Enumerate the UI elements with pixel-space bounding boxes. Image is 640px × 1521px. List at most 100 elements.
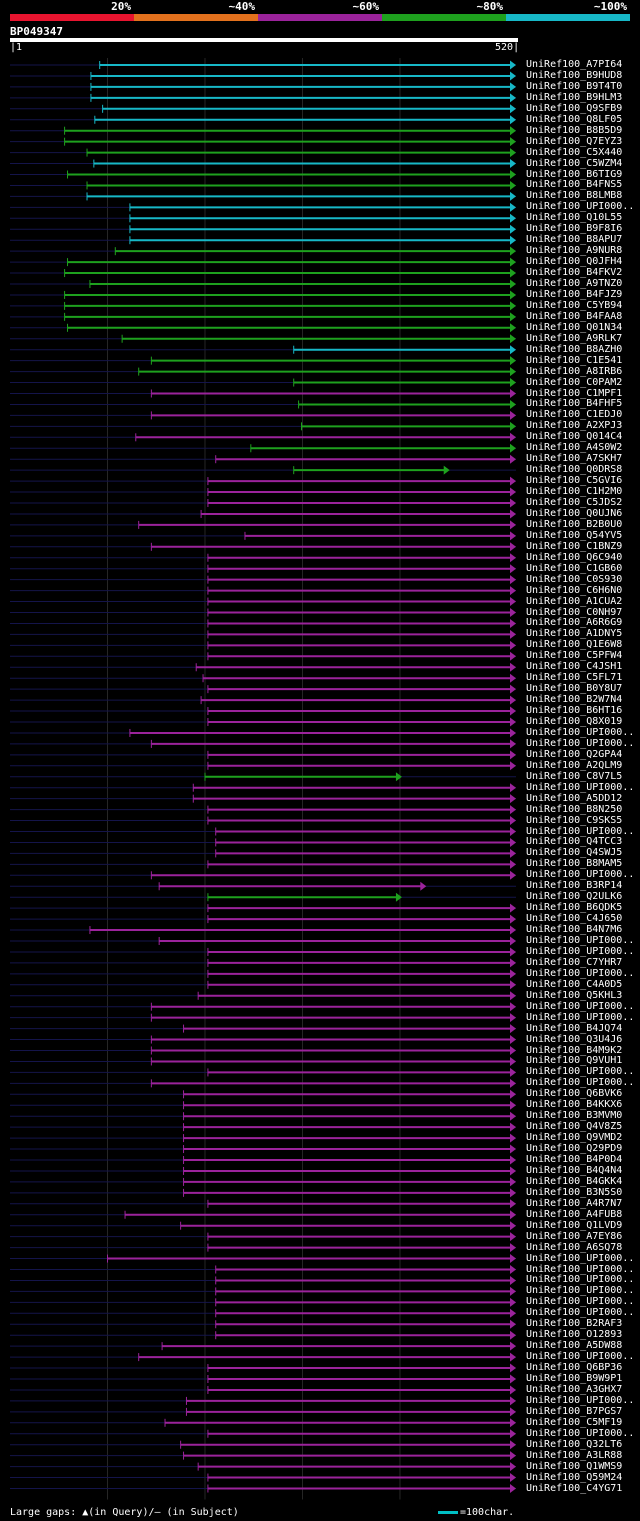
hit-row[interactable] — [10, 1297, 516, 1307]
hit-row[interactable] — [10, 421, 516, 431]
hit-row[interactable] — [10, 1155, 516, 1165]
hit-label-link[interactable]: UniRef100_B8APU7 — [526, 234, 623, 246]
hit-label-link[interactable]: UniRef100_B6QDK5 — [526, 902, 623, 914]
hit-label-link[interactable]: UniRef100_C5PFW4 — [526, 650, 623, 662]
hit-label-link[interactable]: UniRef100_A1CUA2 — [526, 595, 623, 607]
hit-row[interactable] — [10, 104, 516, 114]
hit-label-link[interactable]: UniRef100_C4JSH1 — [526, 661, 623, 673]
hit-row[interactable] — [10, 399, 516, 409]
hit-label-link[interactable]: UniRef100_UPI000.. — [526, 1274, 635, 1286]
hit-label-link[interactable]: UniRef100_B2W7N4 — [526, 694, 623, 706]
hit-label-link[interactable]: UniRef100_Q7EYZ3 — [526, 135, 623, 147]
hit-label-link[interactable]: UniRef100_Q10L55 — [526, 212, 623, 224]
hit-row[interactable] — [10, 936, 516, 946]
hit-row[interactable] — [10, 126, 516, 136]
hit-row[interactable] — [10, 531, 516, 541]
hit-row[interactable] — [10, 1056, 516, 1066]
hit-row[interactable] — [10, 1385, 516, 1395]
hit-label-link[interactable]: UniRef100_B8N250 — [526, 803, 623, 815]
hit-label-link[interactable]: UniRef100_B4N7M6 — [526, 924, 623, 936]
hit-row[interactable] — [10, 1199, 516, 1209]
hit-label-link[interactable]: UniRef100_C1E541 — [526, 354, 623, 366]
hit-label-link[interactable]: UniRef100_B3N5S0 — [526, 1186, 623, 1198]
hit-label-link[interactable]: UniRef100_A4FUB8 — [526, 1208, 623, 1220]
hit-label-link[interactable]: UniRef100_C1MPF1 — [526, 387, 623, 399]
hit-label-link[interactable]: UniRef100_A8IRB6 — [526, 365, 623, 377]
hit-label-link[interactable]: UniRef100_Q4SWJ5 — [526, 847, 623, 859]
hit-row[interactable] — [10, 969, 516, 979]
hit-label-link[interactable]: UniRef100_B4FAA8 — [526, 310, 623, 322]
hit-label-link[interactable]: UniRef100_A2XPJ3 — [526, 420, 623, 432]
hit-row[interactable] — [10, 1221, 516, 1231]
hit-label-link[interactable]: UniRef100_Q59M24 — [526, 1471, 623, 1483]
hit-label-link[interactable]: UniRef100_Q4V8Z5 — [526, 1121, 623, 1133]
hit-label-link[interactable]: UniRef100_C6H6N0 — [526, 584, 623, 596]
hit-label-link[interactable]: UniRef100_B2RAF3 — [526, 1318, 623, 1330]
hit-row[interactable] — [10, 301, 516, 311]
hit-row[interactable] — [10, 837, 516, 847]
hit-label-link[interactable]: UniRef100_Q0UJN6 — [526, 507, 623, 519]
hit-label-link[interactable]: UniRef100_A3LR88 — [526, 1449, 623, 1461]
hit-row[interactable] — [10, 1275, 516, 1285]
hit-label-link[interactable]: UniRef100_A7SKH7 — [526, 453, 623, 465]
hit-row[interactable] — [10, 1418, 516, 1428]
hit-label-link[interactable]: UniRef100_UPI000.. — [526, 737, 635, 749]
hit-label-link[interactable]: UniRef100_C1H2M0 — [526, 486, 623, 498]
hit-label-link[interactable]: UniRef100_Q1WMS9 — [526, 1460, 623, 1472]
hit-row[interactable] — [10, 334, 516, 344]
hit-row[interactable] — [10, 717, 516, 727]
hit-row[interactable] — [10, 1188, 516, 1198]
hit-label-link[interactable]: UniRef100_B4M9K2 — [526, 1044, 623, 1056]
hit-row[interactable] — [10, 235, 516, 245]
hit-label-link[interactable]: UniRef100_B2B0U0 — [526, 518, 623, 530]
hit-label-link[interactable]: UniRef100_UPI000.. — [526, 1296, 635, 1308]
hit-label-link[interactable]: UniRef100_B6HT16 — [526, 705, 623, 717]
hit-row[interactable] — [10, 728, 516, 738]
hit-label-link[interactable]: UniRef100_C5WZM4 — [526, 157, 623, 169]
hit-label-link[interactable]: UniRef100_Q54YV5 — [526, 529, 623, 541]
hit-label-link[interactable]: UniRef100_C9SKS5 — [526, 814, 623, 826]
hit-label-link[interactable]: UniRef100_C7YHR7 — [526, 956, 623, 968]
hit-label-link[interactable]: UniRef100_UPI000.. — [526, 1000, 635, 1012]
hit-label-link[interactable]: UniRef100_UPI000.. — [526, 201, 635, 213]
hit-row[interactable] — [10, 410, 516, 420]
hit-row[interactable] — [10, 1429, 516, 1439]
hit-row[interactable] — [10, 312, 516, 322]
hit-row[interactable] — [10, 1396, 516, 1406]
hit-label-link[interactable]: UniRef100_Q5KHL3 — [526, 989, 623, 1001]
hit-label-link[interactable]: UniRef100_C0NH97 — [526, 606, 623, 618]
hit-row[interactable] — [10, 279, 516, 289]
hit-label-link[interactable]: UniRef100_UPI000.. — [526, 726, 635, 738]
hit-label-link[interactable]: UniRef100_B4KKX6 — [526, 1099, 623, 1111]
hit-label-link[interactable]: UniRef100_A9RLK7 — [526, 332, 623, 344]
hit-row[interactable] — [10, 564, 516, 574]
hit-label-link[interactable]: UniRef100_B4JQ74 — [526, 1022, 623, 1034]
hit-row[interactable] — [10, 1035, 516, 1045]
hit-label-link[interactable]: UniRef100_UPI000.. — [526, 935, 635, 946]
hit-row[interactable] — [10, 1078, 516, 1088]
hit-row[interactable] — [10, 82, 516, 92]
hit-row[interactable] — [10, 1286, 516, 1296]
hit-row[interactable] — [10, 651, 516, 661]
hit-row[interactable] — [10, 1440, 516, 1450]
hit-label-link[interactable]: UniRef100_C5JDS2 — [526, 497, 623, 508]
hit-label-link[interactable]: UniRef100_B8LMB8 — [526, 190, 623, 202]
hit-row[interactable] — [10, 159, 516, 169]
hit-row[interactable] — [10, 739, 516, 749]
hit-row[interactable] — [10, 914, 516, 924]
hit-label-link[interactable]: UniRef100_O12893 — [526, 1329, 623, 1341]
hit-label-link[interactable]: UniRef100_B8B5D9 — [526, 124, 623, 136]
hit-label-link[interactable]: UniRef100_C0S930 — [526, 573, 623, 585]
hit-row[interactable] — [10, 93, 516, 103]
hit-label-link[interactable]: UniRef100_C4J650 — [526, 913, 623, 925]
hit-row[interactable] — [10, 542, 516, 552]
hit-row[interactable] — [10, 224, 516, 234]
hit-label-link[interactable]: UniRef100_UPI000.. — [526, 1351, 635, 1363]
hit-row[interactable] — [10, 170, 516, 179]
hit-row[interactable] — [10, 597, 516, 607]
hit-label-link[interactable]: UniRef100_Q8X019 — [526, 716, 623, 727]
hit-label-link[interactable]: UniRef100_B9HUD8 — [526, 69, 623, 81]
hit-row[interactable] — [10, 520, 516, 530]
hit-label-link[interactable]: UniRef100_B7PGS7 — [526, 1405, 623, 1417]
hit-row[interactable] — [10, 1002, 516, 1012]
